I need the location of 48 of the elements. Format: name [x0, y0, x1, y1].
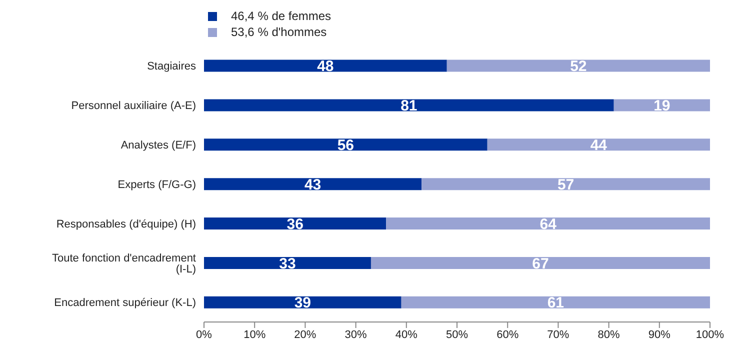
data-label: 56: [337, 136, 354, 154]
data-label: 81: [400, 98, 418, 115]
data-label: 43: [304, 176, 322, 194]
data-label: 67: [532, 255, 549, 272]
bar: [370, 256, 710, 269]
bar: [204, 296, 402, 308]
y-tick-label: Analystes (E/F): [120, 139, 196, 152]
legend-label: 53,6 % d'hommes: [231, 25, 327, 39]
x-tick-label: 0%: [196, 328, 212, 341]
data-label: 39: [294, 294, 312, 312]
legend-label: 46,4 % de femmes: [231, 9, 332, 23]
y-tick-label: Stagiaires: [147, 60, 196, 73]
x-tick-label: 40%: [395, 328, 418, 341]
bar: [422, 178, 710, 190]
bar: [614, 99, 710, 112]
bar: [386, 218, 710, 230]
bar: [204, 218, 386, 230]
x-tick-label: 10%: [244, 328, 266, 341]
data-label: 48: [317, 58, 334, 76]
bar: [204, 138, 488, 151]
y-tick-label: Encadrement supérieur (K-L): [54, 297, 196, 310]
x-tick-label: 70%: [547, 328, 570, 341]
y-tick-label: Personnel auxiliaire (A-E): [71, 100, 196, 112]
bar: [204, 99, 614, 112]
bar: [204, 60, 447, 72]
y-tick-label: Toute fonction d'encadrement (I-L): [52, 252, 196, 276]
data-label: 19: [654, 98, 670, 115]
x-tick-label: 80%: [598, 328, 620, 341]
data-label: 33: [279, 255, 296, 272]
x-tick-label: 20%: [294, 328, 316, 341]
data-label: 61: [547, 294, 564, 312]
x-tick-label: 50%: [446, 328, 468, 341]
bar: [401, 296, 710, 308]
y-tick-label: Experts (F/G-G): [118, 178, 196, 191]
y-tick-label: Responsables (d'équipe) (H): [56, 218, 196, 230]
bar: [446, 60, 710, 72]
data-label: 44: [590, 136, 608, 154]
bar: [487, 138, 710, 151]
x-tick-label: 90%: [648, 328, 671, 341]
data-label: 57: [557, 176, 574, 194]
data-label: 36: [286, 216, 304, 233]
bar: [204, 256, 371, 269]
x-tick-label: 60%: [496, 328, 519, 341]
bar: [204, 178, 422, 190]
data-label: 64: [540, 216, 558, 233]
x-tick-label: 30%: [344, 328, 368, 341]
data-label: 52: [570, 58, 587, 76]
x-tick-label: 100%: [696, 328, 724, 341]
